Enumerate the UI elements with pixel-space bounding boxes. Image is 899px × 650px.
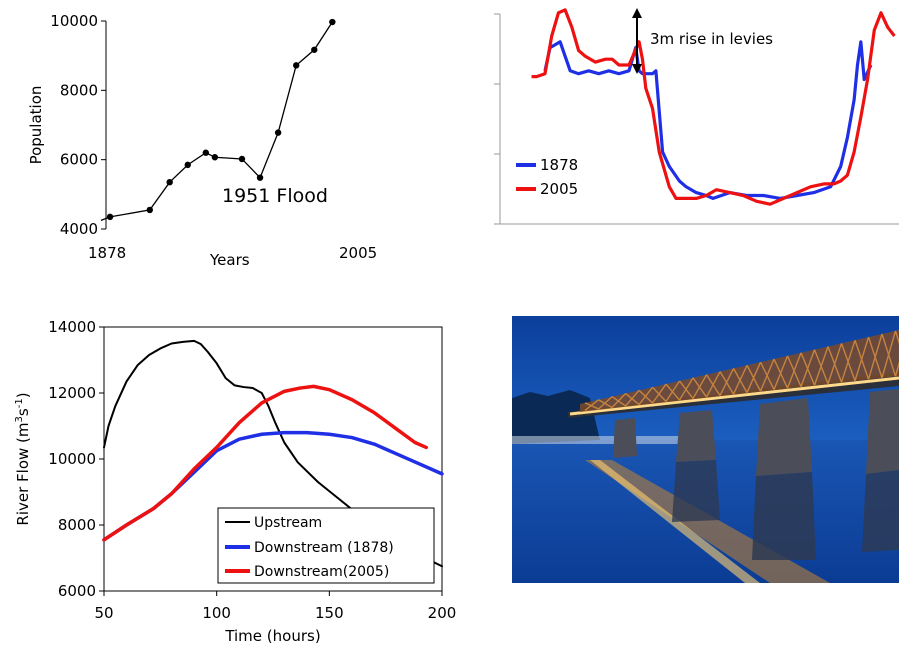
x-tick-label-first: 1878 (88, 244, 126, 262)
population-point (166, 179, 173, 186)
rise-arrow (632, 8, 642, 74)
y-tick-label: 8000 (58, 516, 96, 534)
river-flow-series (102, 339, 444, 568)
cross-section-series (531, 8, 896, 206)
population-point (238, 155, 246, 163)
truss-member (759, 358, 775, 392)
population-x-axis-label: Years (209, 251, 250, 269)
population-point (146, 206, 153, 214)
shoreline-trees (512, 390, 600, 444)
x-tick-label: 200 (428, 604, 457, 622)
truss-member (678, 377, 694, 401)
bridge-pier (676, 410, 716, 462)
cross-section-line-1878 (543, 40, 873, 200)
x-tick-label: 100 (202, 604, 231, 622)
pier-reflection (672, 460, 720, 522)
y-tick-label: 10000 (50, 12, 98, 30)
y-tick-label: 8000 (60, 81, 98, 99)
population-point (329, 18, 336, 26)
legend-label-1878: 1878 (540, 156, 578, 174)
population-y-axis-label: Population (27, 86, 45, 165)
bridge-pier (866, 389, 899, 474)
population-point (311, 46, 318, 53)
bridge-truss (580, 330, 899, 412)
bridge-photo (512, 316, 899, 583)
truss-member (894, 330, 899, 345)
shore-strip (512, 436, 682, 444)
truss-member (786, 352, 802, 389)
y-tick-label: 6000 (58, 582, 96, 600)
river-flow-legend: Upstream Downstream (1878) Downstream(20… (217, 507, 435, 584)
pier-reflection (752, 472, 816, 560)
y-tick-label: 4000 (60, 220, 98, 238)
truss-member (773, 355, 789, 390)
truss-member (665, 380, 681, 402)
population-point (202, 149, 210, 156)
truss-member (732, 365, 748, 395)
river-flow-ticks: 6000 8000 10000 12000 14000 50 100 150 200 (48, 318, 456, 622)
x-tick-label-last: 2005 (339, 244, 377, 262)
truss-member (705, 371, 721, 398)
y-tick-label: 14000 (48, 318, 96, 336)
legend-label-2005: 2005 (540, 180, 578, 198)
legend-label-downstream-2005: Downstream(2005) (254, 564, 389, 580)
river-flow-line-downstream-2005 (102, 384, 428, 542)
truss-member (827, 343, 843, 384)
population-point (211, 154, 219, 161)
population-point (293, 62, 300, 69)
truss-member (638, 386, 654, 405)
truss-member (867, 333, 883, 380)
population-series (100, 18, 336, 221)
population-point (184, 161, 191, 169)
rise-annotation: 3m rise in levies (650, 30, 773, 48)
truss-member (719, 368, 735, 396)
truss-member (624, 389, 640, 407)
river-flow-x-axis-label: Time (hours) (224, 627, 320, 645)
cross-section-chart: 3m rise in levies 1878 2005 (494, 8, 899, 225)
bridge-lights (569, 376, 899, 416)
legend-label-upstream: Upstream (254, 515, 322, 531)
y-tick-label: 6000 (60, 151, 98, 169)
y-tick-label: 12000 (48, 384, 96, 402)
truss-member (881, 330, 897, 378)
river-flow-line-upstream (103, 339, 443, 568)
truss-lattice (584, 330, 899, 412)
truss-member (598, 396, 613, 410)
bridge-pier (756, 398, 812, 476)
truss-member (813, 346, 829, 386)
river-flow-chart: 6000 8000 10000 12000 14000 50 100 150 200 Time … (14, 318, 456, 645)
cross-section-line-2005 (531, 8, 896, 206)
truss-member (651, 383, 667, 404)
truss-member (840, 340, 856, 383)
truss-member (584, 399, 599, 412)
population-point (274, 129, 282, 136)
truss-member (894, 361, 899, 377)
truss-member (800, 349, 816, 387)
x-tick-label: 150 (315, 604, 344, 622)
truss-member (692, 374, 708, 399)
truss-member (746, 361, 762, 393)
bridge-pier (613, 418, 637, 458)
x-tick-label: 50 (94, 604, 113, 622)
river-flow-y-axis-label: River Flow (m3s-1) (14, 392, 32, 525)
pier-reflection (862, 470, 899, 552)
population-y-ticks: 4000 6000 8000 10000 (50, 12, 106, 238)
legend-label-downstream-1878: Downstream (1878) (254, 540, 394, 556)
truss-member (611, 393, 627, 408)
population-point (256, 174, 264, 181)
y-tick-label: 10000 (48, 450, 96, 468)
flood-annotation: 1951 Flood (222, 185, 328, 207)
population-chart: 4000 6000 8000 10000 1878 2005 Years Popula… (27, 12, 377, 269)
population-point (106, 213, 114, 221)
truss-member (854, 336, 870, 381)
